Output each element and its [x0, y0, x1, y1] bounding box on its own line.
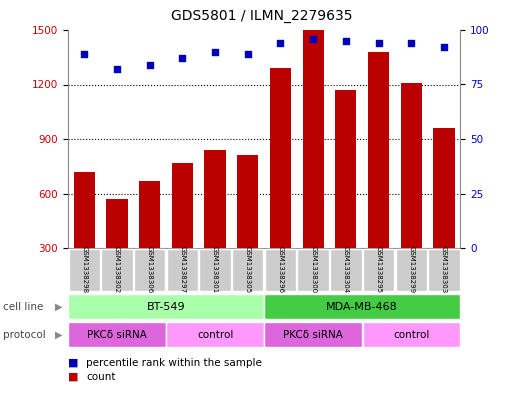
Text: ■: ■ [68, 358, 78, 368]
Text: MDA-MB-468: MDA-MB-468 [326, 301, 398, 312]
FancyBboxPatch shape [69, 322, 166, 347]
Text: ▶: ▶ [55, 329, 63, 340]
Text: PKCδ siRNA: PKCδ siRNA [283, 329, 343, 340]
FancyBboxPatch shape [167, 249, 198, 291]
Text: GSM1338298: GSM1338298 [82, 246, 87, 294]
Bar [139, 181, 161, 248]
Point [276, 40, 285, 46]
Text: count: count [86, 372, 116, 382]
FancyBboxPatch shape [330, 249, 361, 291]
Text: GSM1338304: GSM1338304 [343, 246, 349, 294]
FancyBboxPatch shape [428, 249, 460, 291]
Text: GSM1338301: GSM1338301 [212, 246, 218, 294]
Bar [237, 155, 258, 248]
FancyBboxPatch shape [69, 294, 264, 319]
Point [178, 55, 187, 61]
Point [440, 44, 448, 51]
Text: GSM1338306: GSM1338306 [147, 246, 153, 294]
Text: GSM1338305: GSM1338305 [245, 246, 251, 294]
FancyBboxPatch shape [265, 249, 296, 291]
Bar [401, 83, 422, 248]
Bar [368, 52, 389, 248]
FancyBboxPatch shape [101, 249, 133, 291]
Text: control: control [393, 329, 429, 340]
Text: GSM1338296: GSM1338296 [278, 246, 283, 294]
Text: control: control [197, 329, 233, 340]
Text: GSM1338303: GSM1338303 [441, 246, 447, 294]
FancyBboxPatch shape [69, 249, 100, 291]
FancyBboxPatch shape [232, 249, 264, 291]
FancyBboxPatch shape [134, 249, 165, 291]
Bar [106, 199, 128, 248]
FancyBboxPatch shape [362, 322, 460, 347]
Point [244, 51, 252, 57]
Text: GSM1338300: GSM1338300 [310, 246, 316, 294]
Text: ■: ■ [68, 372, 78, 382]
Text: GSM1338302: GSM1338302 [114, 246, 120, 294]
FancyBboxPatch shape [265, 294, 460, 319]
FancyBboxPatch shape [363, 249, 394, 291]
Bar [433, 128, 454, 248]
Text: cell line: cell line [3, 301, 43, 312]
Text: PKCδ siRNA: PKCδ siRNA [87, 329, 147, 340]
Text: GDS5801 / ILMN_2279635: GDS5801 / ILMN_2279635 [170, 9, 353, 23]
FancyBboxPatch shape [199, 249, 231, 291]
Text: GSM1338295: GSM1338295 [376, 246, 381, 294]
Point [113, 66, 121, 72]
Text: BT-549: BT-549 [147, 301, 185, 312]
Point [374, 40, 383, 46]
Point [145, 62, 154, 68]
Text: GSM1338297: GSM1338297 [179, 246, 185, 294]
Point [80, 51, 88, 57]
Point [342, 38, 350, 44]
Bar [204, 150, 226, 248]
Point [309, 36, 317, 42]
Bar [74, 172, 95, 248]
Text: ▶: ▶ [55, 301, 63, 312]
FancyBboxPatch shape [265, 322, 362, 347]
Point [407, 40, 415, 46]
Bar [270, 68, 291, 248]
Bar [302, 19, 324, 248]
FancyBboxPatch shape [395, 249, 427, 291]
Text: GSM1338299: GSM1338299 [408, 246, 414, 294]
Point [211, 49, 219, 55]
Text: percentile rank within the sample: percentile rank within the sample [86, 358, 262, 368]
Bar [172, 163, 193, 248]
FancyBboxPatch shape [298, 249, 329, 291]
FancyBboxPatch shape [166, 322, 264, 347]
Text: protocol: protocol [3, 329, 46, 340]
Bar [335, 90, 357, 248]
